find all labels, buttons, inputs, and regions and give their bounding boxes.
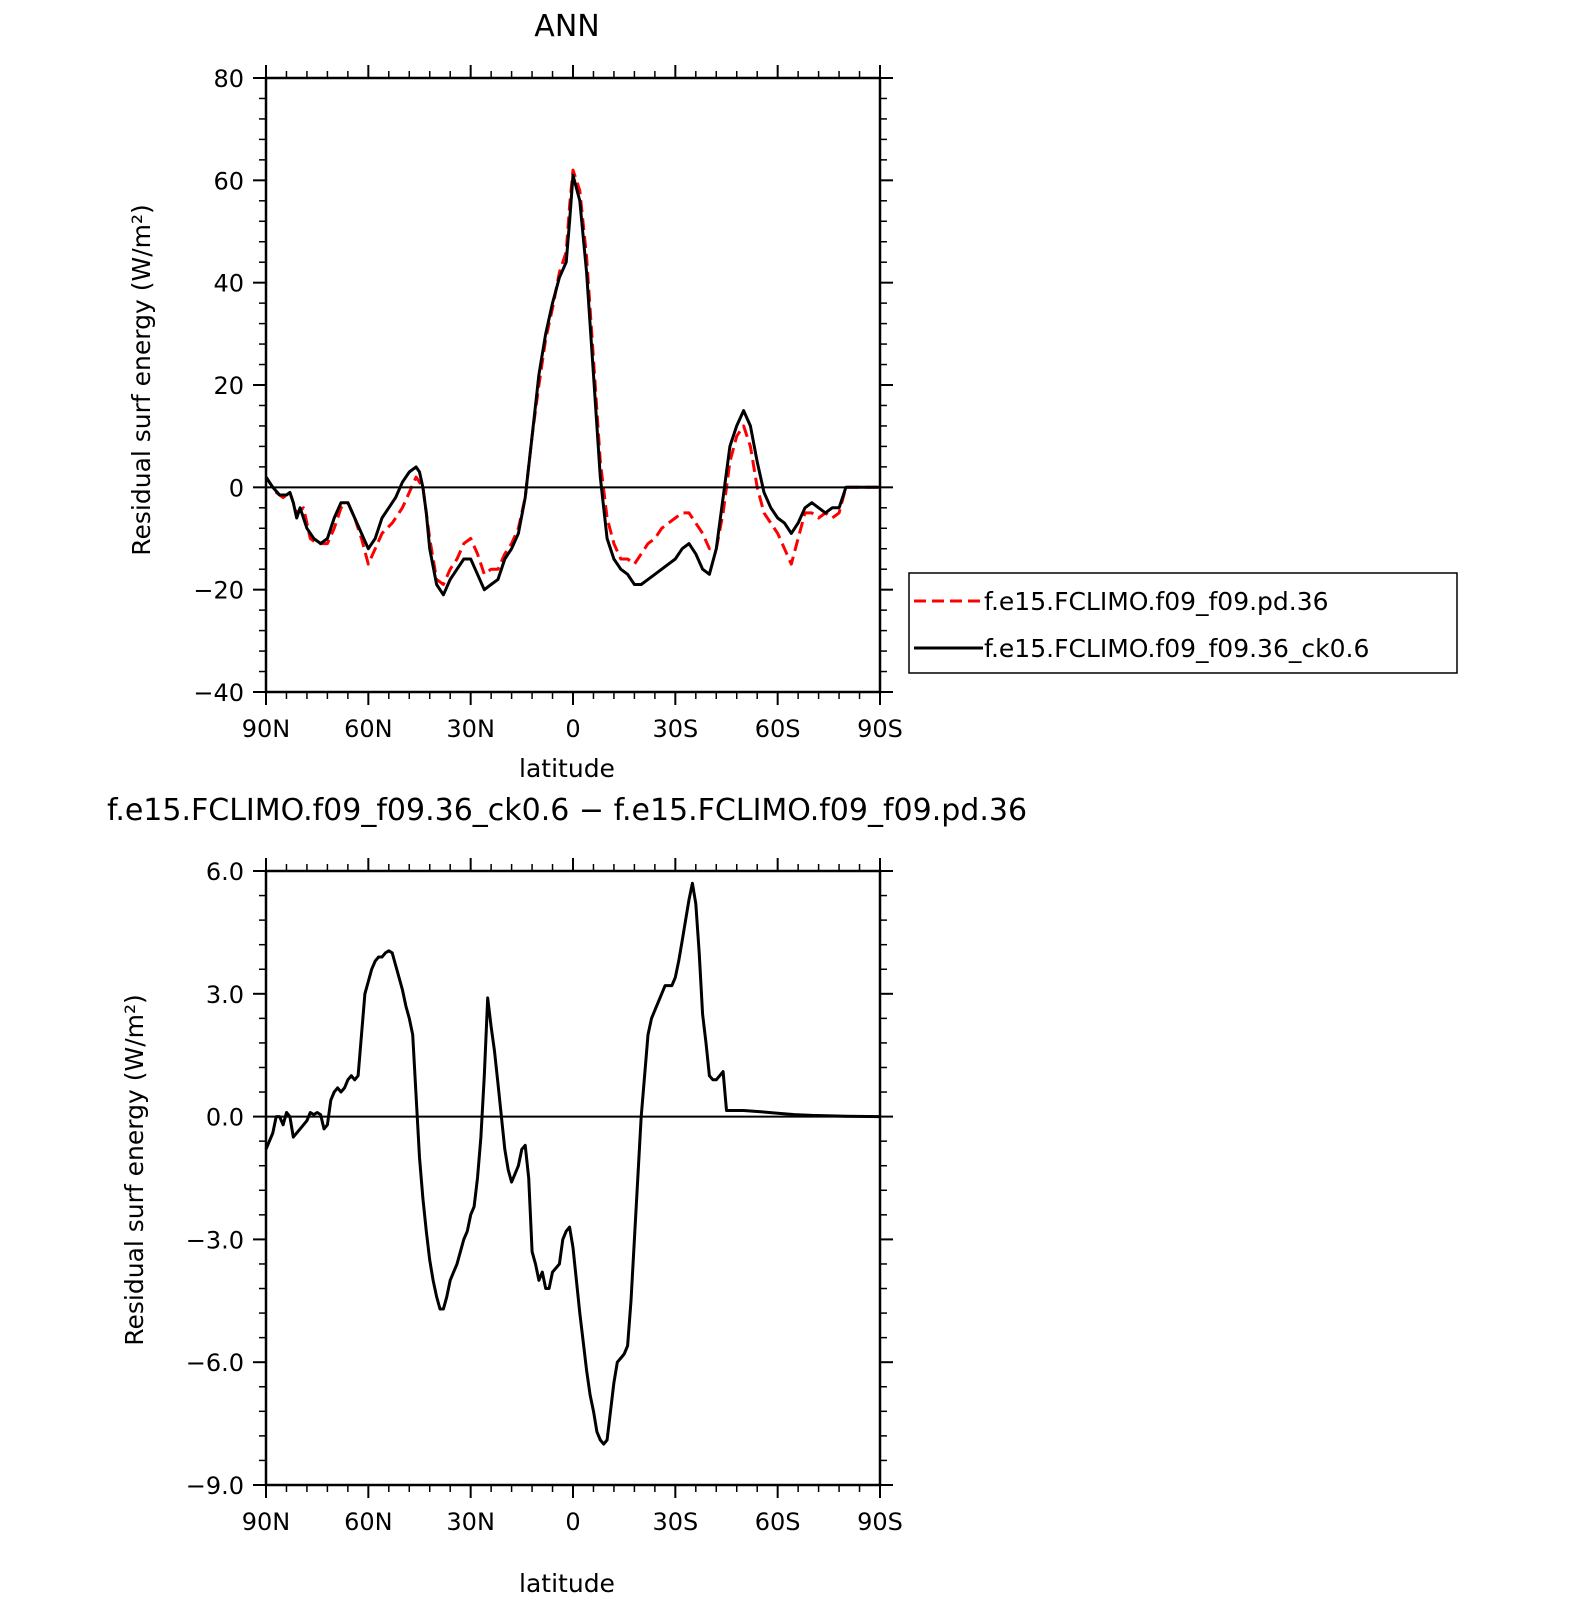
top-chart-axes: 90N 60N 30N 0 30S 60S 90S −40 −20 0 20 40 60 80	[193, 65, 903, 743]
top-chart-panel: ANN 90N 60N 30N 0 30S 60S 90S −40 −20 0 20 40 60 80 l…	[127, 9, 1458, 783]
top-chart-ytick-label: −40	[193, 679, 244, 707]
top-chart-title: ANN	[534, 9, 599, 44]
bottom-chart-title: f.e15.FCLIMO.f09_f09.36_ck0.6 − f.e15.FC…	[107, 793, 1027, 828]
bottom-chart-ytick-label: −9.0	[186, 1472, 244, 1500]
legend-label-pd36: f.e15.FCLIMO.f09_f09.pd.36	[984, 587, 1329, 616]
bottom-chart-xtick-label: 90S	[857, 1508, 903, 1536]
top-chart-xtick-label: 0	[565, 715, 580, 743]
top-chart-ytick-label: 40	[213, 270, 244, 298]
bottom-chart-series-line-0	[264, 881, 881, 1446]
top-chart-ytick-label: −20	[193, 577, 244, 605]
top-chart-xtick-label: 30S	[652, 715, 698, 743]
bottom-chart-xtick-label: 0	[565, 1508, 580, 1536]
bottom-chart-ytick-label: −6.0	[186, 1349, 244, 1377]
top-chart-xtick-label: 60N	[344, 715, 393, 743]
top-chart-ytick-label: 60	[213, 167, 244, 195]
bottom-chart-ytick-label: 0.0	[206, 1104, 244, 1132]
bottom-chart-xtick-label: 60S	[755, 1508, 801, 1536]
top-chart-ytick-label: 80	[213, 65, 244, 93]
top-chart-series-line-1	[264, 173, 880, 597]
legend: f.e15.FCLIMO.f09_f09.pd.36 f.e15.FCLIMO.…	[908, 572, 1458, 674]
legend-label-ck06: f.e15.FCLIMO.f09_f09.36_ck0.6	[984, 634, 1369, 663]
top-chart-xtick-label: 60S	[755, 715, 801, 743]
top-chart-lines	[264, 168, 880, 597]
legend-box	[908, 572, 1458, 674]
bottom-chart-ytick-label: 3.0	[206, 981, 244, 1009]
bottom-chart-plot-frame	[264, 869, 882, 1487]
bottom-chart-xtick-label: 30N	[446, 1508, 495, 1536]
bottom-chart-panel: f.e15.FCLIMO.f09_f09.36_ck0.6 − f.e15.FC…	[107, 793, 1027, 1598]
bottom-chart-axes: 90N 60N 30N 0 30S 60S 90S −9.0 −6.0 −3.0 0.0 3.0 6.0	[186, 858, 903, 1536]
bottom-chart-xlabel: latitude	[519, 1569, 615, 1598]
bottom-chart-ytick-label: 6.0	[206, 858, 244, 886]
top-chart-ytick-label: 20	[213, 372, 244, 400]
bottom-chart-xtick-label: 60N	[344, 1508, 393, 1536]
bottom-chart-xtick-label: 90N	[242, 1508, 291, 1536]
top-chart-xtick-label: 30N	[446, 715, 495, 743]
top-chart-ylabel: Residual surf energy (W/m²)	[127, 204, 156, 556]
top-chart-xtick-label: 90S	[857, 715, 903, 743]
top-chart-ytick-label: 0	[229, 474, 244, 502]
bottom-chart-ylabel: Residual surf energy (W/m²)	[120, 994, 149, 1346]
top-chart-xtick-label: 90N	[242, 715, 291, 743]
bottom-chart-xtick-label: 30S	[652, 1508, 698, 1536]
bottom-chart-lines	[264, 881, 881, 1446]
top-chart-xlabel: latitude	[519, 754, 615, 783]
bottom-chart-ytick-label: −3.0	[186, 1226, 244, 1254]
